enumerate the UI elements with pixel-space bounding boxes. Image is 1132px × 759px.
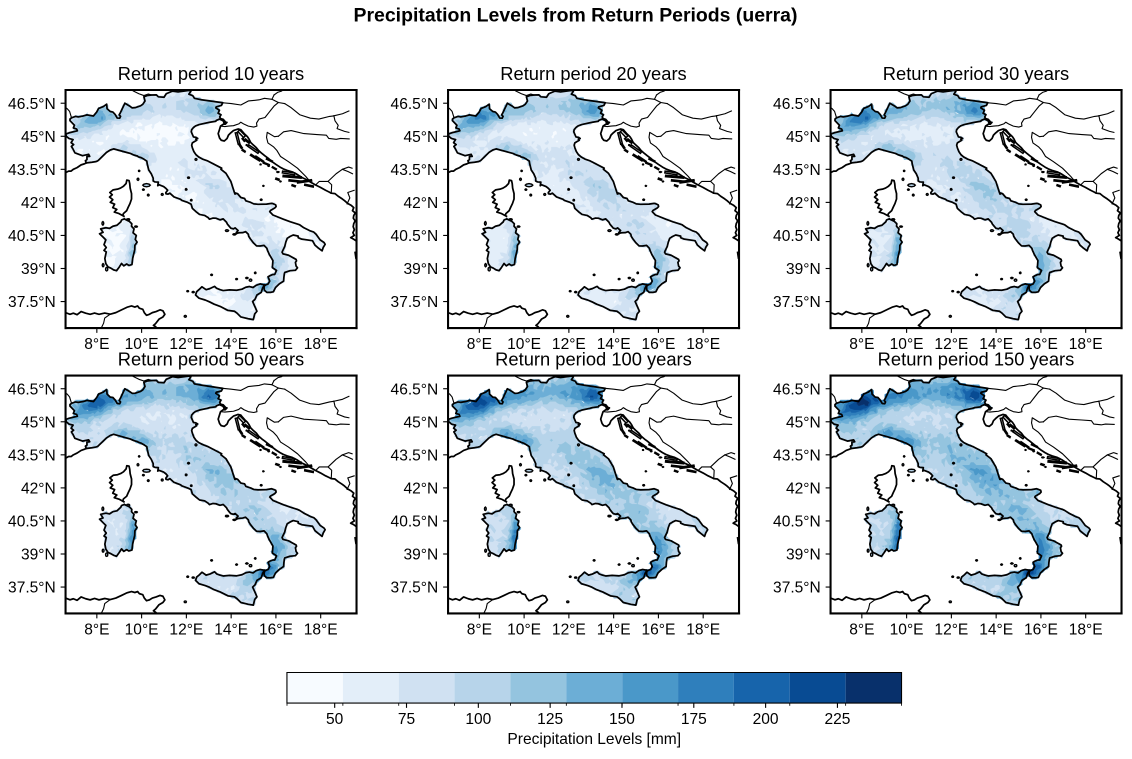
svg-text:43.5°N: 43.5°N	[8, 447, 56, 464]
svg-text:43.5°N: 43.5°N	[773, 447, 821, 464]
svg-text:10°E: 10°E	[890, 336, 924, 353]
svg-text:18°E: 18°E	[304, 621, 338, 638]
svg-text:16°E: 16°E	[1024, 336, 1058, 353]
svg-text:45°N: 45°N	[21, 129, 56, 146]
svg-text:75: 75	[398, 711, 415, 728]
svg-text:39°N: 39°N	[786, 547, 821, 564]
svg-text:10°E: 10°E	[890, 621, 924, 638]
svg-text:40.5°N: 40.5°N	[8, 228, 56, 245]
svg-text:Precipitation Levels from Retu: Precipitation Levels from Return Periods…	[354, 5, 798, 27]
svg-text:42°N: 42°N	[786, 195, 821, 212]
svg-text:10°E: 10°E	[125, 621, 159, 638]
svg-text:46.5°N: 46.5°N	[8, 381, 56, 398]
svg-text:43.5°N: 43.5°N	[391, 447, 439, 464]
svg-text:45°N: 45°N	[21, 414, 56, 431]
svg-text:40.5°N: 40.5°N	[773, 514, 821, 531]
svg-text:42°N: 42°N	[786, 481, 821, 498]
svg-text:45°N: 45°N	[786, 414, 821, 431]
svg-text:14°E: 14°E	[979, 336, 1013, 353]
svg-text:8°E: 8°E	[849, 621, 874, 638]
svg-text:18°E: 18°E	[686, 621, 720, 638]
svg-text:14°E: 14°E	[979, 621, 1013, 638]
svg-text:18°E: 18°E	[304, 336, 338, 353]
svg-text:Return period 10 years: Return period 10 years	[118, 63, 304, 84]
svg-text:45°N: 45°N	[786, 129, 821, 146]
svg-text:175: 175	[681, 711, 707, 728]
svg-text:10°E: 10°E	[125, 336, 159, 353]
svg-text:10°E: 10°E	[507, 336, 541, 353]
svg-text:12°E: 12°E	[934, 336, 968, 353]
svg-text:Return period 150 years: Return period 150 years	[878, 348, 1075, 369]
svg-text:14°E: 14°E	[597, 336, 631, 353]
svg-text:46.5°N: 46.5°N	[8, 96, 56, 113]
svg-text:43.5°N: 43.5°N	[773, 162, 821, 179]
svg-text:125: 125	[537, 711, 563, 728]
svg-text:40.5°N: 40.5°N	[8, 514, 56, 531]
svg-text:42°N: 42°N	[21, 481, 56, 498]
svg-text:39°N: 39°N	[404, 261, 439, 278]
svg-text:46.5°N: 46.5°N	[773, 381, 821, 398]
svg-text:40.5°N: 40.5°N	[773, 228, 821, 245]
svg-text:46.5°N: 46.5°N	[773, 96, 821, 113]
svg-text:8°E: 8°E	[467, 621, 492, 638]
svg-text:16°E: 16°E	[259, 336, 293, 353]
svg-text:10°E: 10°E	[507, 621, 541, 638]
svg-text:12°E: 12°E	[169, 336, 203, 353]
svg-text:40.5°N: 40.5°N	[391, 228, 439, 245]
svg-text:42°N: 42°N	[404, 481, 439, 498]
svg-text:16°E: 16°E	[641, 336, 675, 353]
svg-text:18°E: 18°E	[1069, 336, 1103, 353]
svg-text:39°N: 39°N	[21, 261, 56, 278]
svg-text:12°E: 12°E	[934, 621, 968, 638]
svg-text:16°E: 16°E	[1024, 621, 1058, 638]
svg-text:8°E: 8°E	[467, 336, 492, 353]
svg-text:8°E: 8°E	[84, 621, 109, 638]
svg-text:150: 150	[609, 711, 635, 728]
svg-text:8°E: 8°E	[84, 336, 109, 353]
svg-text:42°N: 42°N	[21, 195, 56, 212]
svg-text:39°N: 39°N	[404, 547, 439, 564]
svg-text:16°E: 16°E	[259, 621, 293, 638]
svg-text:45°N: 45°N	[404, 129, 439, 146]
svg-text:Precipitation Levels [mm]: Precipitation Levels [mm]	[507, 731, 681, 748]
svg-text:37.5°N: 37.5°N	[773, 580, 821, 597]
svg-text:16°E: 16°E	[641, 621, 675, 638]
svg-text:100: 100	[465, 711, 491, 728]
svg-text:50: 50	[326, 711, 344, 728]
svg-text:37.5°N: 37.5°N	[8, 294, 56, 311]
svg-text:46.5°N: 46.5°N	[391, 96, 439, 113]
svg-text:45°N: 45°N	[404, 414, 439, 431]
svg-text:43.5°N: 43.5°N	[391, 162, 439, 179]
svg-text:Return period 20 years: Return period 20 years	[500, 63, 686, 84]
svg-text:42°N: 42°N	[404, 195, 439, 212]
svg-text:225: 225	[824, 711, 850, 728]
svg-text:Return period 100 years: Return period 100 years	[495, 348, 692, 369]
svg-text:12°E: 12°E	[169, 621, 203, 638]
svg-text:39°N: 39°N	[21, 547, 56, 564]
svg-text:43.5°N: 43.5°N	[8, 162, 56, 179]
svg-text:14°E: 14°E	[214, 336, 248, 353]
svg-text:37.5°N: 37.5°N	[773, 294, 821, 311]
svg-text:18°E: 18°E	[1069, 621, 1103, 638]
svg-text:39°N: 39°N	[786, 261, 821, 278]
svg-text:37.5°N: 37.5°N	[8, 580, 56, 597]
svg-text:46.5°N: 46.5°N	[391, 381, 439, 398]
svg-text:Return period 50 years: Return period 50 years	[118, 348, 304, 369]
svg-text:12°E: 12°E	[552, 336, 586, 353]
svg-text:18°E: 18°E	[686, 336, 720, 353]
svg-text:37.5°N: 37.5°N	[391, 294, 439, 311]
svg-text:Return period 30 years: Return period 30 years	[883, 63, 1069, 84]
svg-text:14°E: 14°E	[214, 621, 248, 638]
svg-text:200: 200	[753, 711, 779, 728]
svg-text:37.5°N: 37.5°N	[391, 580, 439, 597]
svg-text:14°E: 14°E	[597, 621, 631, 638]
svg-text:40.5°N: 40.5°N	[391, 514, 439, 531]
svg-text:12°E: 12°E	[552, 621, 586, 638]
svg-text:8°E: 8°E	[849, 336, 874, 353]
